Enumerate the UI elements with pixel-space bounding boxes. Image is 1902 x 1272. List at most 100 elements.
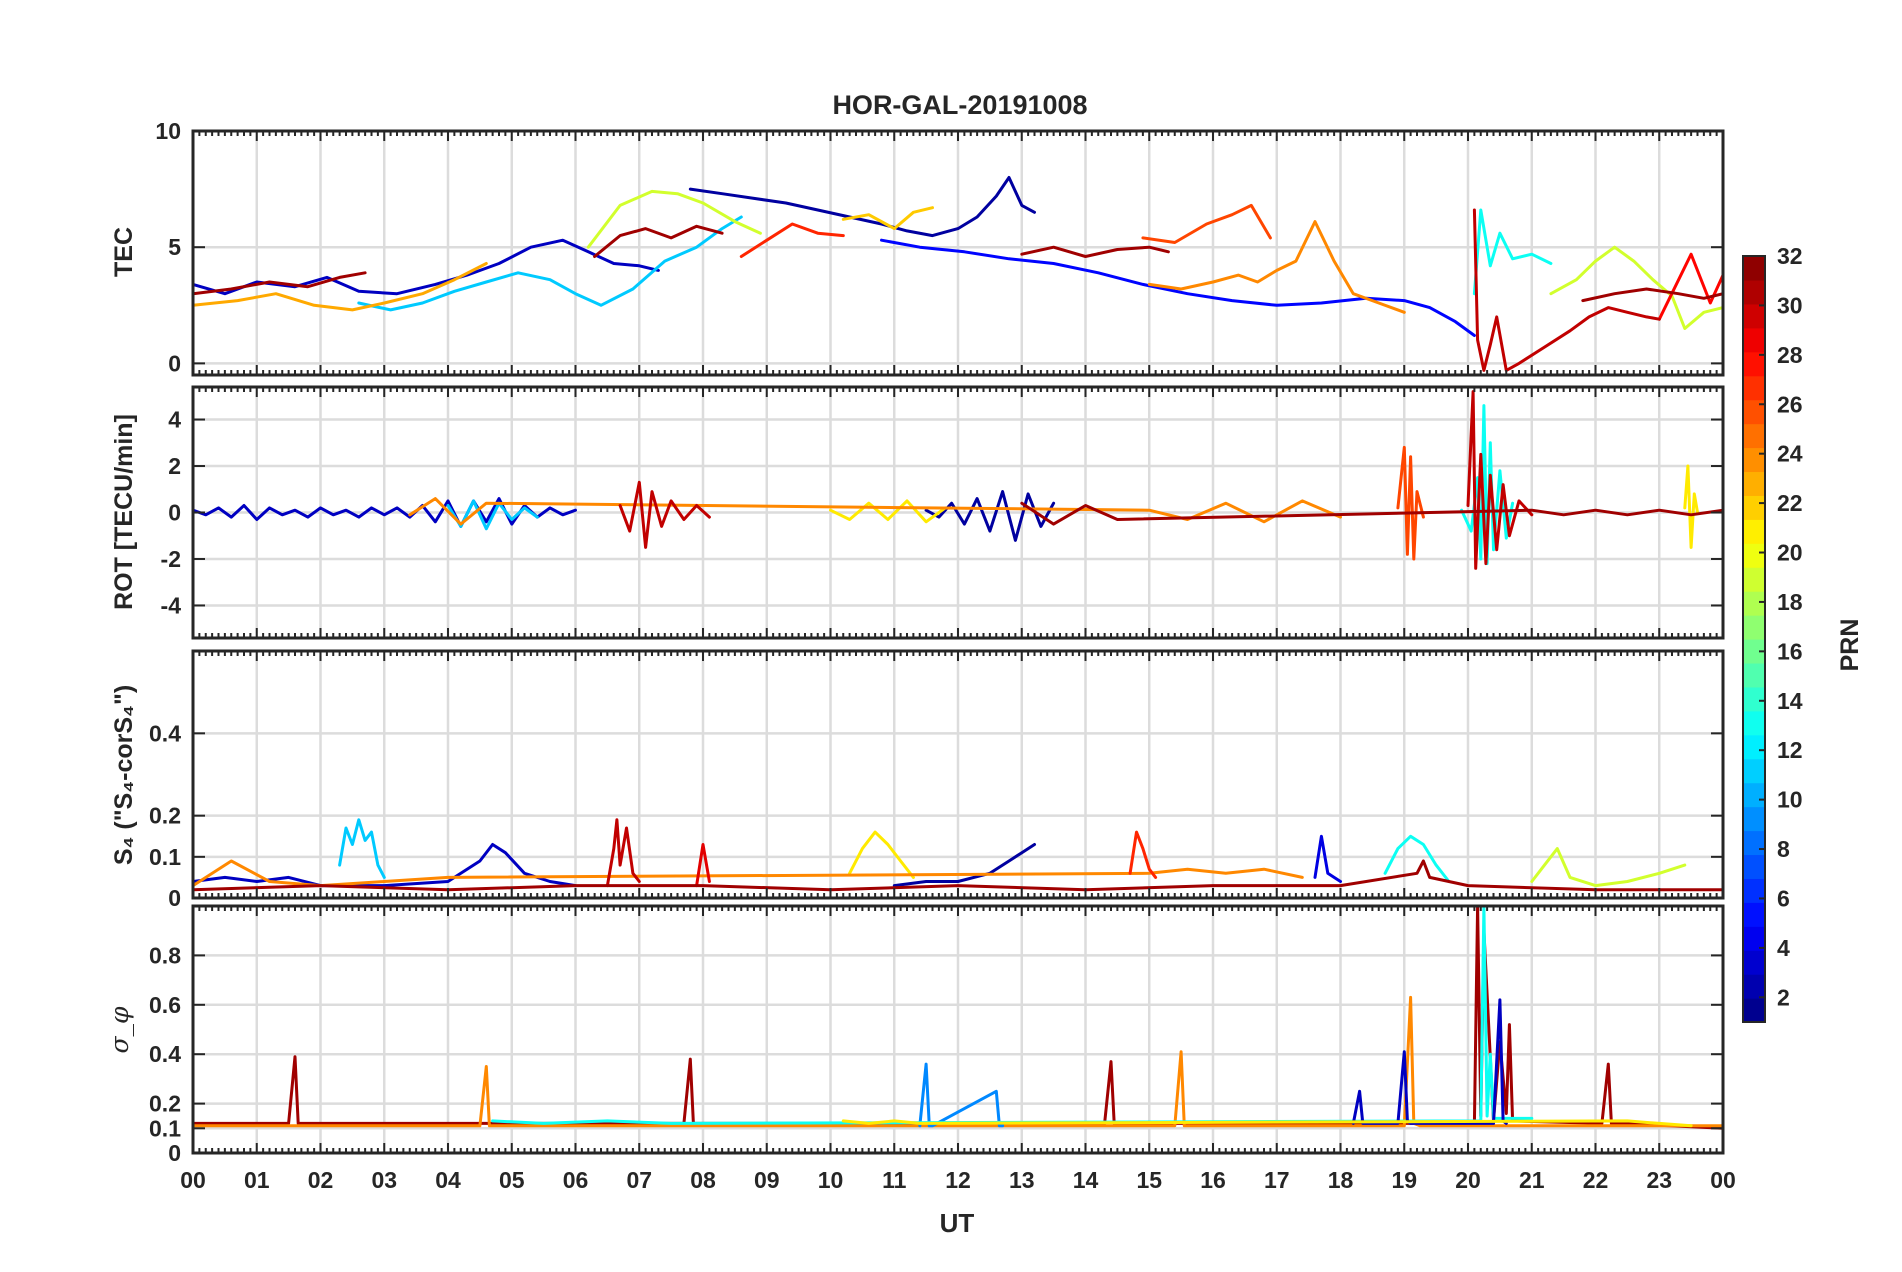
y-axis-label: TEC [110,227,138,277]
series-group [193,818,1723,892]
colorbar-tick-label: 12 [1777,737,1803,763]
colorbar-swatch [1743,806,1765,832]
y-axis-label: σ_φ [105,1006,134,1054]
colorbar-swatch [1743,567,1765,592]
series-line-prn-21 [1683,464,1699,549]
series-line-prn-24 [193,859,1304,888]
colorbar-swatch [1743,303,1765,329]
series-line-prn-3 [1351,998,1508,1125]
y-tick-label: 0 [168,350,181,376]
y-tick-label: 0.8 [149,942,181,968]
colorbar-swatch [1743,662,1765,688]
x-tick-label: 13 [1009,1167,1035,1193]
x-tick-label: 09 [754,1167,780,1193]
x-tick-label: 14 [1073,1167,1099,1193]
series-line-prn-13 [1472,208,1553,296]
y-tick-label: 0 [168,885,181,911]
series-line-prn-31 [193,271,367,296]
series-line-prn-2 [688,176,1036,238]
x-tick-label: 00 [180,1167,206,1193]
series-line-prn-31 [1020,245,1170,258]
colorbar-swatch [1743,495,1765,520]
series-line-prn-30 [1472,208,1661,372]
colorbar-label: PRN [1836,619,1864,672]
colorbar-swatch [1743,375,1765,401]
colorbar-swatch [1743,782,1765,808]
series-line-prn-21 [848,830,915,879]
series-line-prn-26 [1141,203,1272,244]
colorbar-swatch [1743,830,1765,856]
colorbar-swatch [1743,998,1765,1023]
colorbar-tick-label: 10 [1777,787,1803,813]
y-tick-label: 5 [168,234,181,260]
x-tick-label: 01 [244,1167,270,1193]
series-line-prn-27 [739,222,845,258]
y-ticks: 0 0.1 0.2 0.4 [149,720,1723,911]
series-line-prn-31 [193,859,1723,892]
y-tick-label: -4 [161,592,182,618]
colorbar-tick-label: 26 [1777,391,1803,417]
colorbar-tick-label: 4 [1777,935,1790,961]
series-line-prn-30 [618,480,711,549]
series-line-prn-19 [1530,847,1687,888]
colorbar-tick-label: 30 [1777,292,1803,318]
x-tick-label: 10 [818,1167,844,1193]
y-ticks: -4 -2 0 2 4 [161,407,1723,618]
series-line-prn-13 [1383,834,1451,883]
series-group [193,390,1723,570]
x-axis-label: UT [940,1208,975,1238]
series-group [193,176,1723,372]
x-tick-label: 11 [882,1167,907,1193]
colorbar-swatch [1743,854,1765,879]
y-tick-label: 4 [168,407,181,433]
y-tick-label: 0.6 [149,992,181,1018]
chart-title: HOR-GAL-20191008 [832,90,1087,120]
y-ticks: 0 5 10 [155,118,1723,376]
series-line-prn-31 [593,224,724,258]
colorbar-tick-label: 6 [1777,885,1790,911]
series-line-prn-30 [1466,390,1534,570]
colorbar-swatch [1743,974,1765,999]
colorbar-swatch [1743,423,1765,449]
y-tick-label: 0.2 [149,1091,181,1117]
colorbar-frame [1742,255,1766,1023]
series-line-prn-3 [193,843,577,888]
x-tick-label: 23 [1646,1167,1672,1193]
colorbar-swatch [1743,950,1765,975]
x-tick-label: 15 [1136,1167,1162,1193]
x-tick-label: 06 [563,1167,589,1193]
x-tick-label: 07 [626,1167,652,1193]
colorbar-swatch [1743,399,1765,425]
x-tick-label: 20 [1455,1167,1481,1193]
colorbar-tick-label: 22 [1777,490,1803,516]
series-line-prn-3 [193,497,577,528]
colorbar-swatch [1743,878,1765,903]
colorbar-tick-label: 32 [1777,243,1803,269]
x-tick-label: 03 [371,1167,397,1193]
x-tick-label: 08 [690,1167,716,1193]
x-ticks [192,131,1724,375]
colorbar-swatch [1743,279,1765,305]
series-group [193,906,1723,1130]
x-tick-label: 21 [1519,1167,1545,1193]
colorbar-tick-label: 8 [1777,836,1790,862]
x-tick-label: 22 [1583,1167,1609,1193]
x-tick-label: 04 [435,1167,461,1193]
x-tick-label: 12 [945,1167,971,1193]
y-tick-label: 0.1 [149,1115,181,1141]
y-tick-label: 0.4 [149,1041,181,1067]
series-line-prn-28 [1657,252,1723,321]
series-line-prn-24 [408,497,1342,526]
series-line-prn-26 [1396,445,1425,561]
colorbar-swatch [1743,256,1765,281]
panel-4: 00.10.2 0.4 0.6 0.8 σ_φ [105,904,1725,1166]
panel-3: 0 0.1 0.2 0.4 S₄ ("S₄-corS₄") [110,649,1725,911]
series-line-prn-22 [841,206,934,231]
y-tick-label: 0.2 [149,803,181,829]
y-axis-label: ROT [TECU/min] [110,414,138,610]
y-tick-label: 0 [168,1140,181,1166]
series-line-prn-19 [586,189,762,249]
colorbar-swatch [1743,615,1765,640]
